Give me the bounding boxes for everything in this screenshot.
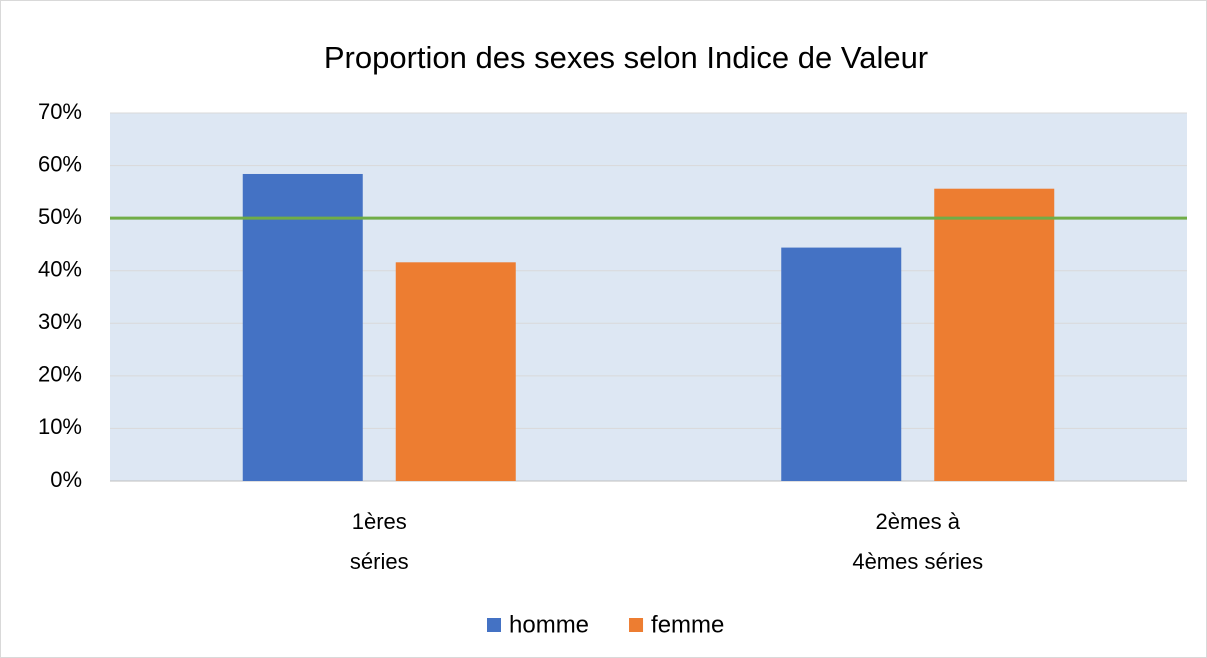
y-tick-label: 0%	[50, 467, 82, 492]
chart-title: Proportion des sexes selon Indice de Val…	[324, 40, 928, 75]
x-tick-label-line: 2èmes à	[876, 509, 961, 534]
legend-label: femme	[651, 611, 724, 638]
legend-label: homme	[509, 611, 589, 638]
x-tick-label: 1ères séries	[350, 509, 409, 574]
y-tick-label: 60%	[38, 151, 82, 176]
bar	[781, 247, 902, 481]
legend-swatch	[629, 618, 644, 632]
bar	[934, 188, 1055, 481]
x-tick-label-line: séries	[350, 549, 409, 574]
y-tick-label: 20%	[38, 362, 82, 387]
bar	[242, 173, 363, 482]
y-tick-label: 40%	[38, 257, 82, 282]
x-tick-label-line: 1ères	[352, 509, 407, 534]
bar	[395, 262, 516, 481]
legend-swatch	[487, 618, 501, 632]
x-tick-label-line: 4èmes séries	[852, 549, 983, 574]
x-tick-label: 2èmes à 4èmes séries	[852, 509, 983, 574]
y-tick-label: 70%	[38, 99, 82, 124]
y-tick-label: 10%	[38, 414, 82, 439]
y-tick-label: 50%	[38, 204, 82, 229]
y-tick-label: 30%	[38, 309, 82, 334]
